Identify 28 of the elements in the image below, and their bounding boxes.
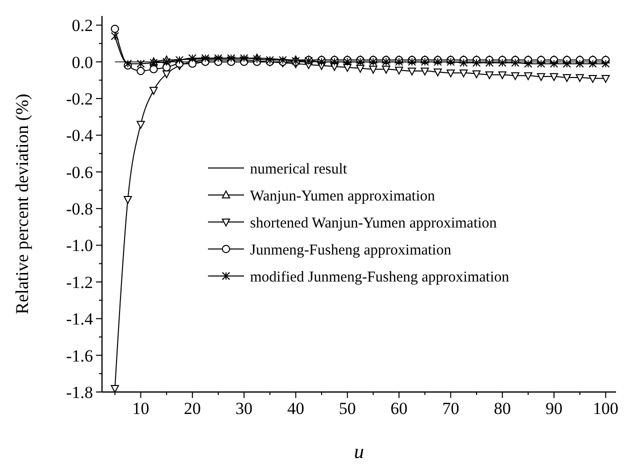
x-tick-label: 70 <box>442 399 460 418</box>
y-tick-label: -0.2 <box>66 89 93 108</box>
x-tick-label: 90 <box>546 399 563 418</box>
x-axis-title: u <box>354 441 364 463</box>
x-tick-label: 60 <box>390 399 408 418</box>
y-tick-label: -0.6 <box>66 162 93 182</box>
x-tick-label: 10 <box>132 399 150 418</box>
legend-label: modified Junmeng-Fusheng approximation <box>250 269 510 286</box>
y-tick-label: -0.4 <box>66 126 94 146</box>
x-tick-label: 50 <box>338 399 356 418</box>
legend-label: Junmeng-Fusheng approximation <box>250 242 452 258</box>
y-tick-label: 0.2 <box>72 16 93 36</box>
y-tick-label: -1.2 <box>66 272 93 292</box>
y-tick-label: -1.8 <box>66 382 93 402</box>
x-tick-label: 100 <box>592 399 618 418</box>
y-axis-title: Relative percent deviation (%) <box>12 94 32 314</box>
y-tick-label: -1.4 <box>66 310 94 329</box>
y-tick-label: -1.6 <box>66 346 93 366</box>
legend-label: numerical result <box>250 161 348 178</box>
x-tick-label: 20 <box>184 399 201 418</box>
y-tick-label: -1.0 <box>66 236 93 256</box>
y-tick-label: -0.8 <box>66 200 93 219</box>
legend-label: shortened Wanjun-Yumen approximation <box>250 215 498 232</box>
x-tick-label: 30 <box>236 399 253 418</box>
y-tick-label: 0.0 <box>72 52 93 72</box>
legend-label: Wanjun-Yumen approximation <box>250 188 436 204</box>
x-tick-label: 80 <box>494 399 511 418</box>
x-tick-label: 40 <box>287 399 304 418</box>
